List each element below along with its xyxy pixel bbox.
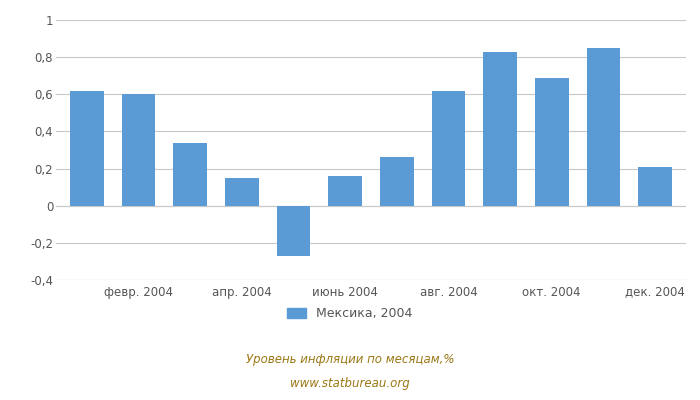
Bar: [276, 206, 310, 256]
Bar: [225, 178, 259, 206]
Bar: [174, 142, 207, 206]
Bar: [328, 176, 362, 206]
Bar: [70, 90, 104, 206]
Bar: [535, 78, 568, 206]
Bar: [380, 158, 414, 206]
Bar: [483, 52, 517, 206]
Bar: [638, 167, 672, 206]
Text: Уровень инфляции по месяцам,%: Уровень инфляции по месяцам,%: [246, 354, 454, 366]
Bar: [587, 48, 620, 206]
Bar: [432, 90, 466, 206]
Legend: Мексика, 2004: Мексика, 2004: [282, 302, 418, 325]
Bar: [122, 94, 155, 206]
Text: www.statbureau.org: www.statbureau.org: [290, 378, 410, 390]
